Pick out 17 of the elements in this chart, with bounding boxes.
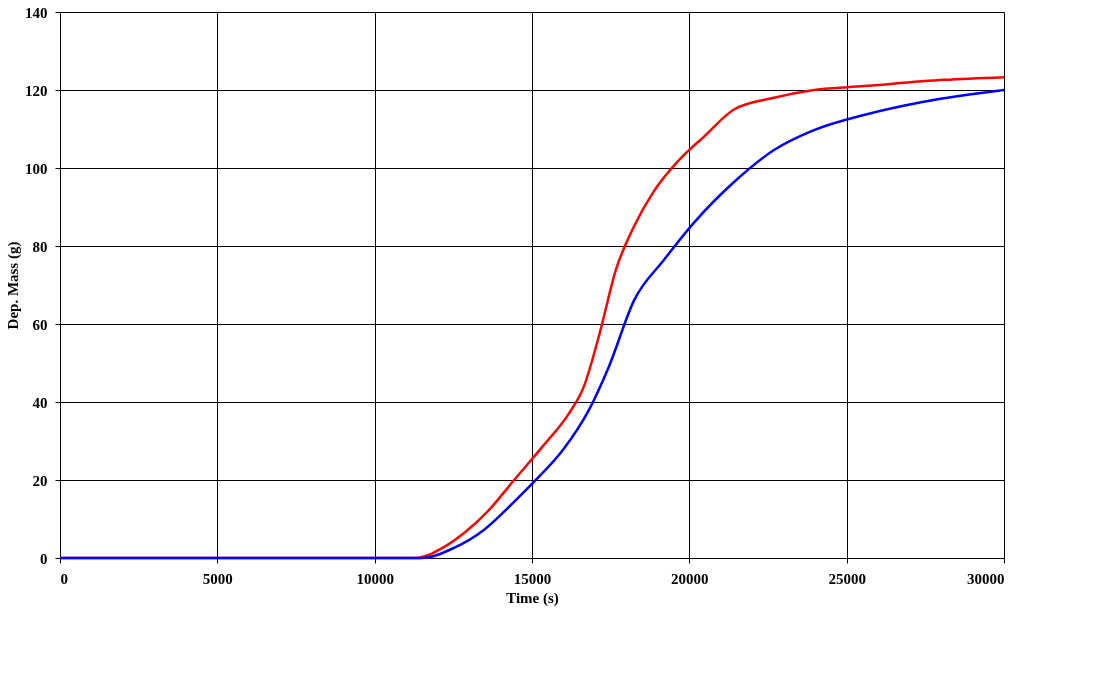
x-axis-title: Time (s) xyxy=(506,589,559,607)
x-tick-label: 10000 xyxy=(356,570,394,587)
y-axis-title: Dep. Mass (g) xyxy=(5,241,22,330)
y-tick-label: 20 xyxy=(32,472,48,489)
x-tick-label: 30000 xyxy=(967,570,1005,587)
y-tick-label: 40 xyxy=(32,394,48,411)
y-tick-label: 100 xyxy=(25,160,48,177)
y-tick-label: 60 xyxy=(32,316,48,333)
x-tick-label: 15000 xyxy=(513,570,552,587)
x-tick-label: 20000 xyxy=(671,570,709,587)
y-tick-label: 120 xyxy=(25,82,48,99)
x-tick-label: 5000 xyxy=(202,570,233,587)
x-tick-label: 0 xyxy=(60,570,68,587)
y-tick-label: 0 xyxy=(40,550,48,567)
y-tick-label: 80 xyxy=(32,238,48,255)
x-tick-label: 25000 xyxy=(828,570,866,587)
y-tick-label: 140 xyxy=(25,4,48,21)
